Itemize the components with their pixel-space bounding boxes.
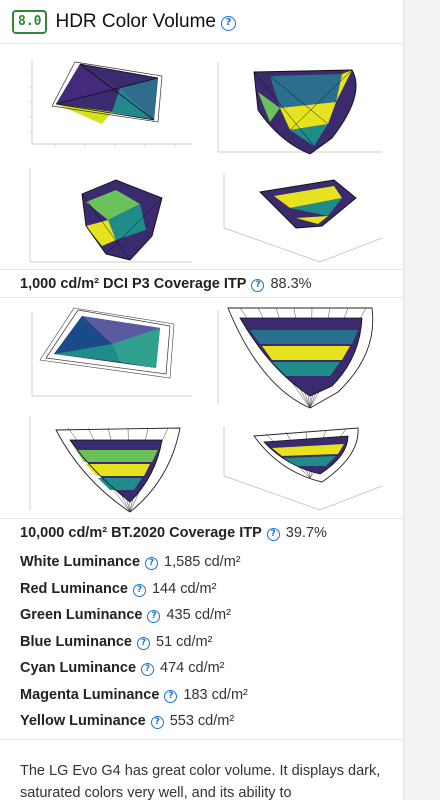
help-icon[interactable]: ? <box>266 528 280 541</box>
gamut-plot-3d-view <box>223 174 383 263</box>
metric-label: 10,000 cd/m² BT.2020 Coverage ITP? <box>20 525 280 541</box>
luminance-value: 553 cd/m² <box>169 713 235 730</box>
luminance-label: White Luminance? <box>20 554 159 571</box>
cyan-luminance-row: Cyan Luminance? 474 cd/m² <box>0 655 403 682</box>
luminance-value: 183 cd/m² <box>183 686 248 703</box>
dci-p3-plots <box>0 44 403 270</box>
gamut-plot-top-view <box>29 60 192 147</box>
luminance-label-text: Cyan Luminance <box>20 660 137 677</box>
luminance-value: 435 cd/m² <box>166 607 231 624</box>
section-title: HDR Color Volume? <box>55 11 236 33</box>
luminance-label: Magenta Luminance? <box>20 686 178 703</box>
help-icon[interactable]: ? <box>132 583 146 597</box>
luminance-label: Yellow Luminance? <box>20 713 164 730</box>
red-luminance-row: Red Luminance? 144 cd/m² <box>0 576 403 603</box>
luminance-value: 1,585 cd/m² <box>164 554 241 571</box>
magenta-luminance-row: Magenta Luminance? 183 cd/m² <box>0 682 403 709</box>
help-icon[interactable]: ? <box>251 278 265 292</box>
metric-value: 88.3% <box>270 275 312 292</box>
help-icon[interactable]: ? <box>164 689 178 703</box>
gamut-plot-front-view <box>29 416 181 513</box>
metric-value: 39.7% <box>285 525 327 541</box>
yellow-luminance-row: Yellow Luminance? 553 cd/m² <box>0 708 403 735</box>
green-luminance-row: Green Luminance? 435 cd/m² <box>0 602 403 629</box>
help-icon[interactable]: ? <box>150 716 164 730</box>
white-luminance-row: White Luminance? 1,585 cd/m² <box>0 549 403 576</box>
bt2020-coverage-row: 10,000 cd/m² BT.2020 Coverage ITP? 39.7% <box>0 519 403 547</box>
luminance-label-text: Magenta Luminance <box>20 686 160 703</box>
luminance-value: 51 cd/m² <box>156 633 213 650</box>
luminance-value: 144 cd/m² <box>151 580 217 597</box>
luminance-label-text: Blue Luminance <box>20 633 132 650</box>
help-icon[interactable]: ? <box>145 557 159 571</box>
gamut-plot-side-view <box>217 62 382 155</box>
metric-label-text: 10,000 cd/m² BT.2020 Coverage ITP <box>20 525 262 541</box>
dci-p3-coverage-row: 1,000 cd/m² DCI P3 Coverage ITP? 88.3% <box>0 270 403 298</box>
help-icon[interactable]: ? <box>137 636 150 650</box>
luminance-label: Cyan Luminance? <box>20 660 155 677</box>
luminance-value: 474 cd/m² <box>160 660 225 677</box>
luminance-label-text: White Luminance <box>20 554 141 571</box>
metric-label: 1,000 cd/m² DCI P3 Coverage ITP? <box>20 275 265 292</box>
bt2020-plots <box>0 298 403 519</box>
review-description: The LG Evo G4 has great color volume. It… <box>0 738 403 800</box>
luminance-list: White Luminance? 1,585 cd/m² Red Luminan… <box>0 547 403 735</box>
luminance-label: Red Luminance? <box>20 581 146 597</box>
score-badge: 8.0 <box>12 9 48 34</box>
gamut-plot-top-view <box>31 307 192 397</box>
gamut-plot-3d-view <box>223 426 383 511</box>
blue-luminance-row: Blue Luminance? 51 cd/m² <box>0 629 403 656</box>
section-header: 8.0 HDR Color Volume? <box>0 0 403 44</box>
luminance-label-text: Green Luminance <box>20 607 143 624</box>
metric-label-text: 1,000 cd/m² DCI P3 Coverage ITP <box>20 275 247 292</box>
section-title-text: HDR Color Volume <box>55 10 216 32</box>
luminance-label: Green Luminance? <box>20 607 161 624</box>
luminance-label-text: Yellow Luminance <box>20 713 146 730</box>
gamut-plot-front-view <box>29 168 192 263</box>
gamut-plot-side-view <box>217 307 374 409</box>
help-icon[interactable]: ? <box>147 610 161 624</box>
help-icon[interactable]: ? <box>220 15 236 31</box>
hdr-color-volume-card: 8.0 HDR Color Volume? <box>0 0 404 800</box>
luminance-label-text: Red Luminance <box>20 580 128 597</box>
help-icon[interactable]: ? <box>141 663 155 677</box>
luminance-label: Blue Luminance? <box>20 634 150 650</box>
